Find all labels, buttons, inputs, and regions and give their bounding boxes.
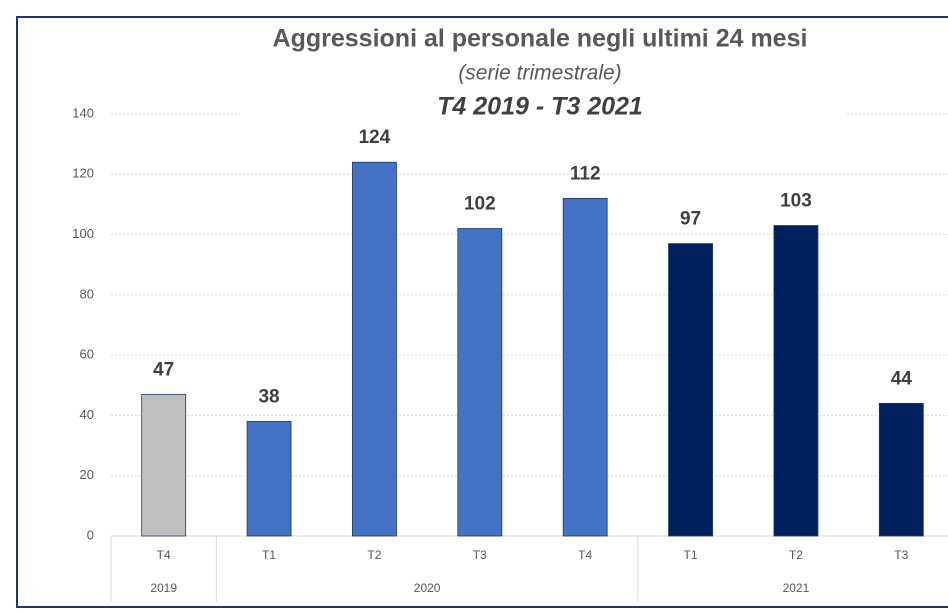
bar <box>141 393 187 537</box>
bar <box>246 421 292 537</box>
group-label: 2020 <box>414 581 441 595</box>
x-tick-label: T3 <box>473 548 487 562</box>
x-tick-label: T2 <box>367 548 381 562</box>
value-label: 47 <box>153 359 174 380</box>
bar <box>352 161 397 537</box>
value-label: 38 <box>258 386 279 407</box>
value-label: 102 <box>464 194 496 215</box>
bar <box>878 402 924 537</box>
bar <box>457 228 503 537</box>
chart-subtitle: (serie trimestrale) <box>458 62 621 85</box>
bar <box>773 225 819 537</box>
value-label: 44 <box>891 368 913 389</box>
x-tick-label: T1 <box>684 548 698 562</box>
y-tick-label: 40 <box>80 407 94 422</box>
x-tick-label: T3 <box>894 548 908 562</box>
x-tick-label: T4 <box>157 548 171 562</box>
value-label: 112 <box>570 163 601 184</box>
y-tick-label: 80 <box>80 286 94 301</box>
value-label: 103 <box>780 191 812 212</box>
value-label: 124 <box>359 127 391 148</box>
y-tick-label: 100 <box>72 226 94 241</box>
chart-subtitle: T4 2019 - T3 2021 <box>437 93 643 121</box>
y-tick-label: 20 <box>80 467 94 482</box>
chart-title: Aggressioni al personale negli ultimi 24… <box>273 25 808 53</box>
bar <box>668 243 713 537</box>
group-label: 2021 <box>783 581 810 595</box>
y-tick-label: 0 <box>87 527 94 542</box>
y-tick-label: 60 <box>80 347 94 362</box>
y-tick-label: 120 <box>72 166 94 181</box>
value-label: 97 <box>680 209 701 230</box>
x-tick-label: T2 <box>789 548 803 562</box>
bar <box>562 197 608 537</box>
x-tick-label: T4 <box>578 548 592 562</box>
title-backdrop <box>240 22 845 127</box>
y-tick-label: 140 <box>72 105 94 120</box>
group-label: 2019 <box>150 581 177 595</box>
x-tick-label: T1 <box>262 548 276 562</box>
